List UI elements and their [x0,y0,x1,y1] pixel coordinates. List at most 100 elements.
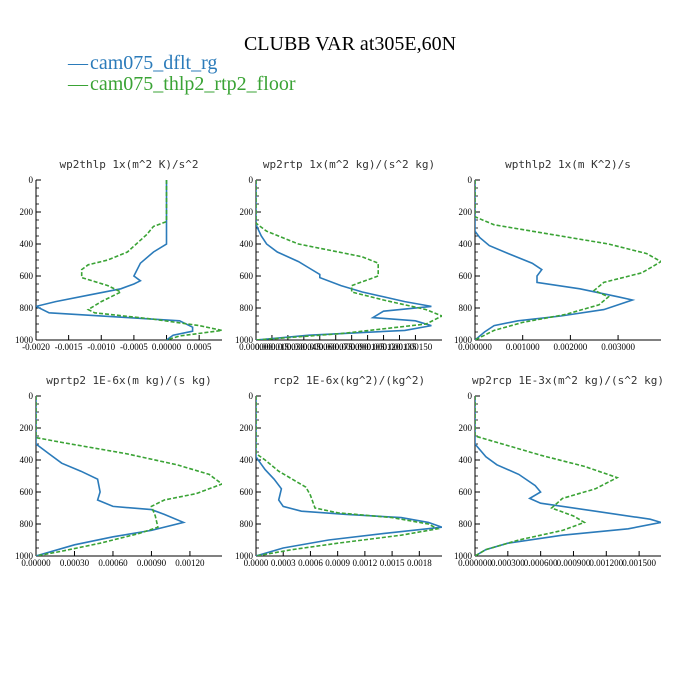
y-tick-label: 200 [20,423,34,433]
x-tick-label: 0.000075 [319,342,353,352]
y-tick-label: 0 [468,391,473,401]
x-tick-label: 0.000105 [351,342,385,352]
x-tick-label: 0.0009 [325,558,350,568]
panel-title: wp2rtp 1x(m^2 kg)/(s^2 kg) [263,158,435,171]
x-tick-label: 0.002000 [554,342,588,352]
series-line-0 [256,396,442,556]
y-tick-label: 400 [20,239,34,249]
y-tick-label: 400 [20,455,34,465]
x-tick-label: 0.000060 [303,342,337,352]
series-line-0 [475,396,661,556]
y-tick-label: 600 [20,271,34,281]
x-tick-label: 0.000120 [367,342,401,352]
series-line-1 [475,396,620,556]
x-tick-label: 0.00060 [98,558,128,568]
y-tick-label: 800 [20,519,34,529]
y-tick-label: 600 [459,271,473,281]
x-tick-label: 0.001000 [506,342,540,352]
y-tick-label: 800 [240,303,254,313]
x-tick-label: 0.00000 [21,558,51,568]
legend-label-1: cam075_thlp2_rtp2_floor [90,73,296,95]
series-line-1 [256,396,440,556]
panel-title: rcp2 1E-6x(kg^2)/(kg^2) [273,374,425,387]
y-tick-label: 400 [240,239,254,249]
x-tick-label: 0.000000 [458,558,492,568]
x-tick-label: 0.0000 [244,558,269,568]
legend-entry-0: — cam075_dflt_rg [67,52,217,74]
series-line-1 [80,180,222,340]
figure-legend: — cam075_dflt_rg — cam075_thlp2_rtp2_flo… [67,52,296,95]
panel-title: wp2thlp 1x(m^2 K)/s^2 [59,158,198,171]
panel-title: wp2rcp 1E-3x(m^2 kg)/(s^2 kg) [472,374,664,387]
y-tick-label: 0 [29,175,34,185]
series-line-0 [36,396,187,556]
y-tick-label: 1000 [454,551,473,561]
legend-dash-0: — [67,52,89,74]
x-tick-label: 0.000135 [383,342,417,352]
y-tick-label: 1000 [454,335,473,345]
y-tick-label: 0 [468,175,473,185]
panel-4: rcp2 1E-6x(kg^2)/(kg^2) 0 200 400 600 800 1000… [235,374,442,568]
series-line-1 [475,180,661,340]
panel-3: wprtp2 1E-6x(m kg)/(s kg) 0 200 400 600 800 10… [15,374,222,568]
x-tick-label: 0.000000 [458,342,492,352]
series-line-0 [36,180,194,340]
x-tick-label: 0.0018 [407,558,432,568]
y-tick-label: 1000 [235,551,254,561]
y-tick-label: 600 [240,487,254,497]
y-tick-label: 400 [459,455,473,465]
x-tick-label: 0.00120 [175,558,205,568]
panel-1: wp2rtp 1x(m^2 kg)/(s^2 kg) 0 200 400 600 800 1… [235,158,442,352]
x-tick-label: 0.000045 [287,342,321,352]
y-tick-label: 200 [240,423,254,433]
y-tick-label: 600 [20,487,34,497]
y-tick-label: 1000 [235,335,254,345]
y-tick-label: 600 [240,271,254,281]
x-tick-label: 0.000600 [524,558,558,568]
x-tick-label: 0.000900 [557,558,591,568]
x-tick-label: 0.0005 [187,342,212,352]
panel-title: wprtp2 1E-6x(m kg)/(s kg) [46,374,212,387]
legend-label-0: cam075_dflt_rg [90,52,217,74]
x-tick-label: 0.00000 [152,342,182,352]
panel-5: wp2rcp 1E-3x(m^2 kg)/(s^2 kg) 0 200 400 600 8… [454,374,664,568]
series-line-0 [256,180,432,340]
y-tick-label: 600 [459,487,473,497]
y-tick-label: 1000 [15,551,34,561]
panel-title: wpthlp2 1x(m K^2)/s [505,158,631,171]
y-tick-label: 200 [240,207,254,217]
x-tick-label: 0.000000 [239,342,273,352]
x-tick-label: 0.003000 [601,342,635,352]
x-tick-label: 0.001500 [622,558,656,568]
x-tick-label: 0.0012 [353,558,378,568]
x-tick-label: -0.0010 [87,342,115,352]
panel-grid: wp2thlp 1x(m^2 K)/s^202004006008001000-0… [15,158,664,568]
y-tick-label: 200 [459,423,473,433]
x-tick-label: 0.000300 [491,558,525,568]
x-tick-label: -0.0015 [55,342,83,352]
series-line-0 [475,180,636,340]
series-line-1 [256,180,442,340]
y-tick-label: 1000 [15,335,34,345]
x-tick-label: 0.0006 [298,558,323,568]
x-tick-label: 0.000015 [255,342,289,352]
figure-title: CLUBB VAR at305E,60N [244,33,456,55]
panel-2: wpthlp2 1x(m K^2)/s020040060080010000.00… [454,158,661,352]
x-tick-label: 0.0003 [271,558,296,568]
y-tick-label: 200 [20,207,34,217]
x-tick-label: -0.0020 [22,342,50,352]
y-tick-label: 0 [249,175,254,185]
x-tick-label: 0.00090 [137,558,167,568]
y-tick-label: 0 [29,391,34,401]
x-tick-label: 0.000030 [271,342,305,352]
y-tick-label: 0 [249,391,254,401]
x-tick-label: 0.0015 [380,558,405,568]
x-tick-label: 0.001200 [589,558,623,568]
y-tick-label: 800 [459,519,473,529]
legend-entry-1: — cam075_thlp2_rtp2_floor [67,73,296,95]
y-tick-label: 200 [459,207,473,217]
panel-0: wp2thlp 1x(m^2 K)/s^202004006008001000-0… [15,158,222,352]
series-line-1 [36,396,222,556]
y-tick-label: 400 [240,455,254,465]
